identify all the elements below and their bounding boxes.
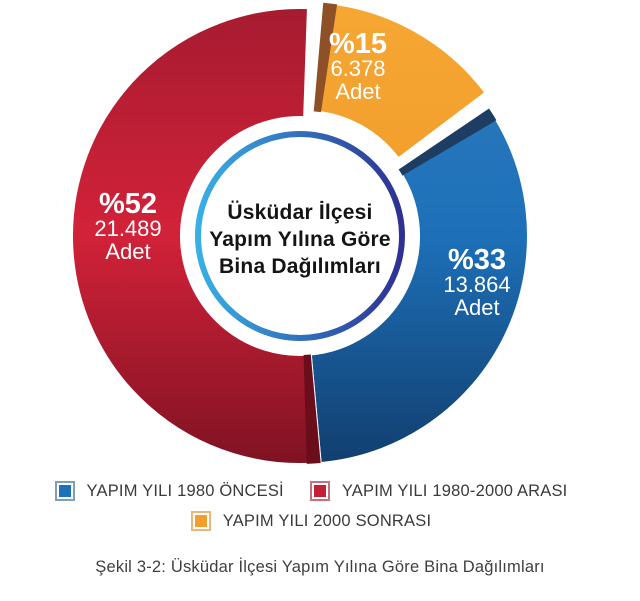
slice-edge-yapim-yili-2000-sonrasi [313,2,338,113]
unit-label: Adet [335,79,381,104]
slice-yapim-yili-1980-2000-arasi [71,7,322,465]
count-value: 6.378 [330,56,386,81]
legend-label: YAPIM YILI 2000 SONRASI [222,511,432,530]
donut-center-title: Üsküdar İlçesi Yapım Yılına Göre Bina Da… [160,199,440,280]
slice-edge-yapim-yili-1980-oncesi [398,108,497,176]
percent-value: %52 [98,188,158,220]
center-title-line: Üsküdar İlçesi [227,201,373,224]
legend-item-1980-2000-arasi: YAPIM YILI 1980-2000 ARASI [309,481,568,501]
slice-label-1980-oncesi: %33 13.864 Adet [443,244,511,320]
legend-row: YAPIM YILI 1980 ÖNCESİ YAPIM YILI 1980-2… [0,481,622,501]
legend: YAPIM YILI 1980 ÖNCESİ YAPIM YILI 1980-2… [0,481,622,541]
legend-item-2000-sonrasi: YAPIM YILI 2000 SONRASI [190,511,432,531]
donut-chart [71,1,529,465]
percent-value: %33 [447,244,507,276]
slice-edge-yapim-yili-1980-2000-arasi [303,354,321,464]
legend-row: YAPIM YILI 2000 SONRASI [0,511,622,531]
legend-swatch-blue [54,481,75,501]
center-ring [195,131,405,341]
slice-yapim-yili-2000-sonrasi [312,1,487,160]
center-title-line: Bina Dağılımları [219,255,381,278]
slice-label-2000-sonrasi: %15 6.378 Adet [328,28,388,104]
figure-caption: Şekil 3-2: Üsküdar İlçesi Yapım Yılına G… [95,558,545,576]
count-value: 21.489 [94,216,162,241]
slice-yapim-yili-1980-oncesi [309,107,529,465]
center-title-line: Yapım Yılına Göre [209,228,391,251]
unit-label: Adet [105,239,151,264]
slice-label-1980-2000-arasi: %52 21.489 Adet [94,188,162,264]
legend-swatch-red [309,481,330,501]
legend-label: YAPIM YILI 1980-2000 ARASI [341,481,568,500]
legend-label: YAPIM YILI 1980 ÖNCESİ [86,481,284,500]
count-value: 13.864 [443,272,511,297]
legend-item-1980-oncesi: YAPIM YILI 1980 ÖNCESİ [54,481,284,501]
percent-value: %15 [328,28,388,60]
unit-label: Adet [454,295,500,320]
legend-swatch-orange [190,511,211,531]
